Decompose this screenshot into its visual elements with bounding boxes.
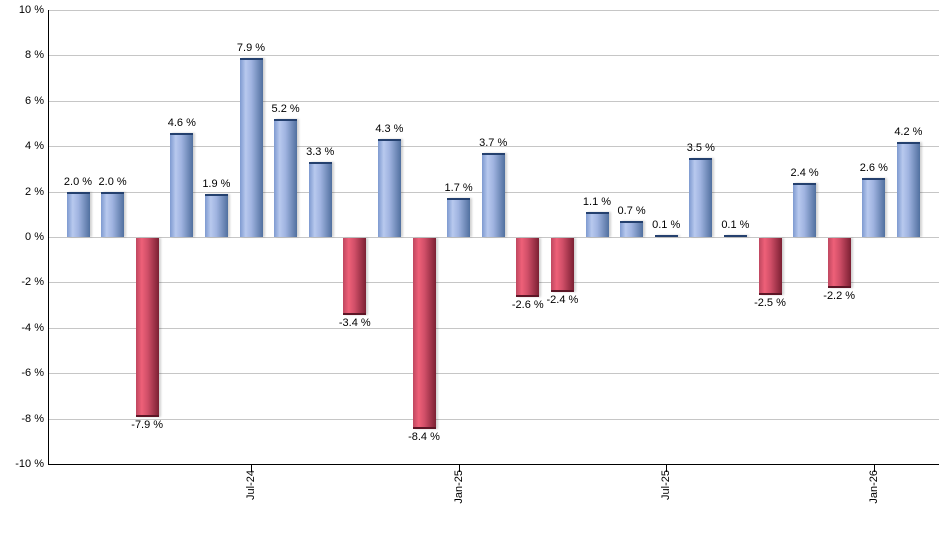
- bar-value-label: 0.1 %: [721, 218, 750, 231]
- bar[interactable]: [550, 238, 574, 293]
- bar-value-label: 7.9 %: [236, 41, 266, 54]
- gridline: [49, 10, 939, 11]
- bar[interactable]: [308, 162, 332, 237]
- y-axis-label: 10 %: [18, 4, 44, 16]
- bar[interactable]: [447, 198, 471, 237]
- bar-value-label: 3.7 %: [479, 137, 508, 149]
- y-axis-label: -10 %: [15, 458, 44, 470]
- gridline: [49, 55, 939, 57]
- x-axis-tick: [873, 465, 875, 472]
- bar-value-label: 1.9 %: [202, 177, 231, 190]
- y-axis-label: 4 %: [25, 140, 44, 153]
- bar-value-label: -8.4 %: [408, 430, 440, 443]
- bar[interactable]: [481, 153, 505, 237]
- bar-value-label: 3.5 %: [686, 141, 715, 154]
- gridline: [49, 373, 939, 375]
- x-axis-label: Jan-25: [452, 470, 465, 504]
- gridline: [49, 418, 939, 420]
- bar[interactable]: [101, 191, 125, 237]
- bar[interactable]: [896, 141, 920, 237]
- y-axis-label: 0 %: [25, 231, 44, 243]
- bar-value-label: 4.2 %: [894, 125, 923, 138]
- bar[interactable]: [135, 238, 159, 418]
- x-axis: [48, 464, 939, 465]
- bar[interactable]: [758, 238, 782, 295]
- bar[interactable]: [862, 177, 886, 237]
- bar-value-label: -3.4 %: [338, 317, 371, 330]
- y-axis: [48, 10, 49, 465]
- bar-value-label: 4.6 %: [167, 116, 196, 129]
- bar[interactable]: [516, 238, 540, 298]
- bar[interactable]: [204, 193, 228, 237]
- x-axis-tick: [251, 465, 252, 472]
- bar-value-label: 4.3 %: [375, 123, 404, 136]
- x-axis-label: Jul-24: [245, 470, 257, 500]
- bar-value-label: -2.2 %: [823, 289, 856, 302]
- bar-value-label: 1.1 %: [582, 196, 612, 209]
- bar[interactable]: [723, 234, 747, 237]
- bar[interactable]: [170, 132, 194, 237]
- x-axis-tick: [458, 465, 460, 472]
- gridline: [49, 327, 939, 329]
- gridline: [49, 100, 939, 102]
- bar[interactable]: [689, 157, 713, 237]
- y-axis-label: 2 %: [25, 185, 44, 198]
- y-axis-label: -6 %: [21, 367, 44, 380]
- bar-value-label: 0.1 %: [652, 218, 681, 231]
- bar-value-label: 2.4 %: [790, 166, 819, 179]
- bar-value-label: -2.4 %: [546, 294, 579, 307]
- bar[interactable]: [377, 139, 401, 237]
- bar-value-label: -2.5 %: [754, 296, 786, 309]
- x-axis-tick: [666, 465, 668, 472]
- bar[interactable]: [827, 238, 851, 288]
- bar[interactable]: [274, 118, 298, 237]
- bar-value-label: 2.6 %: [859, 161, 888, 174]
- gridline: [49, 237, 939, 238]
- x-axis-label: Jan-26: [867, 470, 880, 504]
- y-axis-label: 8 %: [25, 49, 44, 62]
- bar-value-label: -2.6 %: [511, 299, 544, 312]
- y-axis-label: -8 %: [21, 412, 44, 425]
- bar-value-label: 0.7 %: [617, 205, 646, 218]
- bar[interactable]: [654, 234, 678, 237]
- y-axis-label: 6 %: [25, 94, 44, 107]
- bar[interactable]: [66, 191, 90, 237]
- bar-value-label: 2.0 %: [98, 175, 127, 188]
- bar[interactable]: [412, 238, 436, 429]
- gridline: [49, 282, 939, 284]
- y-axis-label: -4 %: [21, 321, 44, 334]
- bar-value-label: 3.3 %: [306, 146, 335, 159]
- bar-value-label: 1.7 %: [444, 182, 473, 195]
- bar[interactable]: [239, 57, 263, 237]
- x-axis-label: Jul-25: [660, 470, 673, 500]
- bar[interactable]: [343, 238, 367, 316]
- bar[interactable]: [793, 182, 817, 237]
- bar[interactable]: [585, 212, 609, 237]
- bar-value-label: -7.9 %: [131, 419, 164, 432]
- y-axis-label: -2 %: [21, 276, 44, 289]
- bar[interactable]: [620, 221, 644, 237]
- gridline: [49, 146, 939, 148]
- bar-value-label: 2.0 %: [63, 175, 93, 188]
- bar-value-label: 5.2 %: [271, 102, 300, 115]
